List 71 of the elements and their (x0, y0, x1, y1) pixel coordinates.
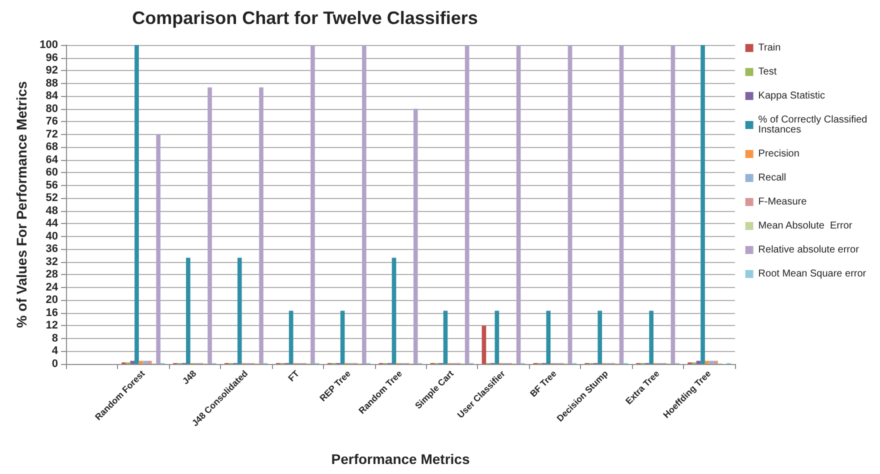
y-tick-label: 20 (46, 294, 58, 306)
y-tick-label: 44 (46, 218, 59, 230)
bar (413, 108, 418, 364)
legend-label: Relative absolute error (758, 244, 860, 256)
legend-label: Recall (758, 172, 786, 184)
bar (619, 45, 624, 364)
y-tick-label: 4 (52, 345, 59, 358)
bar (148, 360, 152, 364)
bar (568, 45, 572, 364)
bar (310, 45, 315, 364)
bar (156, 134, 160, 364)
bar (482, 326, 486, 364)
legend-label: Root Mean Square error (758, 268, 867, 280)
bar (134, 45, 139, 364)
y-tick-label: 48 (46, 204, 58, 217)
y-tick-label: 12 (46, 320, 58, 332)
bar (362, 45, 366, 364)
bar (516, 45, 521, 364)
bar (443, 310, 448, 364)
bar (143, 360, 148, 364)
y-tick-label: 24 (46, 281, 59, 294)
x-tick-label: BF Tree (528, 368, 558, 399)
y-tick-label: 8 (52, 332, 58, 344)
bar (208, 87, 212, 364)
bar (670, 45, 676, 364)
y-tick-label: 40 (46, 230, 58, 242)
y-tick-label: 64 (46, 154, 59, 166)
y-tick-label: 60 (46, 166, 58, 179)
bar (714, 360, 718, 364)
bar (130, 360, 135, 364)
legend-label: F-Measure (758, 196, 808, 208)
y-tick-label: 36 (46, 243, 58, 256)
x-tick-label: FT (286, 368, 302, 384)
bar (237, 258, 242, 364)
legend-label: Precision (758, 148, 800, 160)
bar (546, 310, 551, 364)
legend-label: Train (758, 42, 781, 54)
y-tick-label: 56 (46, 179, 58, 192)
bar (186, 258, 190, 364)
y-tick-label: 80 (46, 102, 58, 115)
y-tick-label: 84 (46, 90, 59, 102)
bar (464, 45, 470, 364)
y-tick-label: 0 (52, 358, 58, 370)
y-tick-label: 72 (46, 128, 58, 140)
bar (259, 87, 264, 364)
bar (700, 45, 705, 364)
y-tick-label: 52 (46, 192, 58, 204)
y-axis-title: % of Values For Performance Metrics (14, 80, 30, 328)
bar (704, 360, 710, 364)
y-tick-label: 28 (46, 268, 58, 281)
y-tick-label: 88 (46, 77, 58, 90)
legend-label: Test (758, 66, 777, 78)
x-tick-label: J48 (180, 368, 198, 386)
bar (392, 258, 396, 364)
bar (494, 310, 500, 364)
bar (598, 310, 602, 364)
y-tick-label: 68 (46, 141, 58, 154)
legend-label: Kappa Statistic (758, 90, 826, 102)
y-tick-label: 76 (46, 116, 58, 128)
legend-label: Mean Absolute Error (758, 220, 853, 232)
chart-title: Comparison Chart for Twelve Classifiers (132, 8, 478, 28)
y-tick-label: 92 (46, 64, 58, 77)
legend-label: % of Correctly Classified Instances (758, 114, 870, 136)
bar (340, 310, 345, 364)
y-tick-label: 96 (46, 52, 58, 64)
x-axis-title: Performance Metrics (331, 451, 470, 467)
y-tick-label: 100 (40, 39, 58, 51)
bar (649, 310, 654, 364)
y-tick-label: 32 (46, 256, 58, 268)
y-tick-label: 16 (46, 306, 58, 319)
bar (288, 310, 294, 364)
